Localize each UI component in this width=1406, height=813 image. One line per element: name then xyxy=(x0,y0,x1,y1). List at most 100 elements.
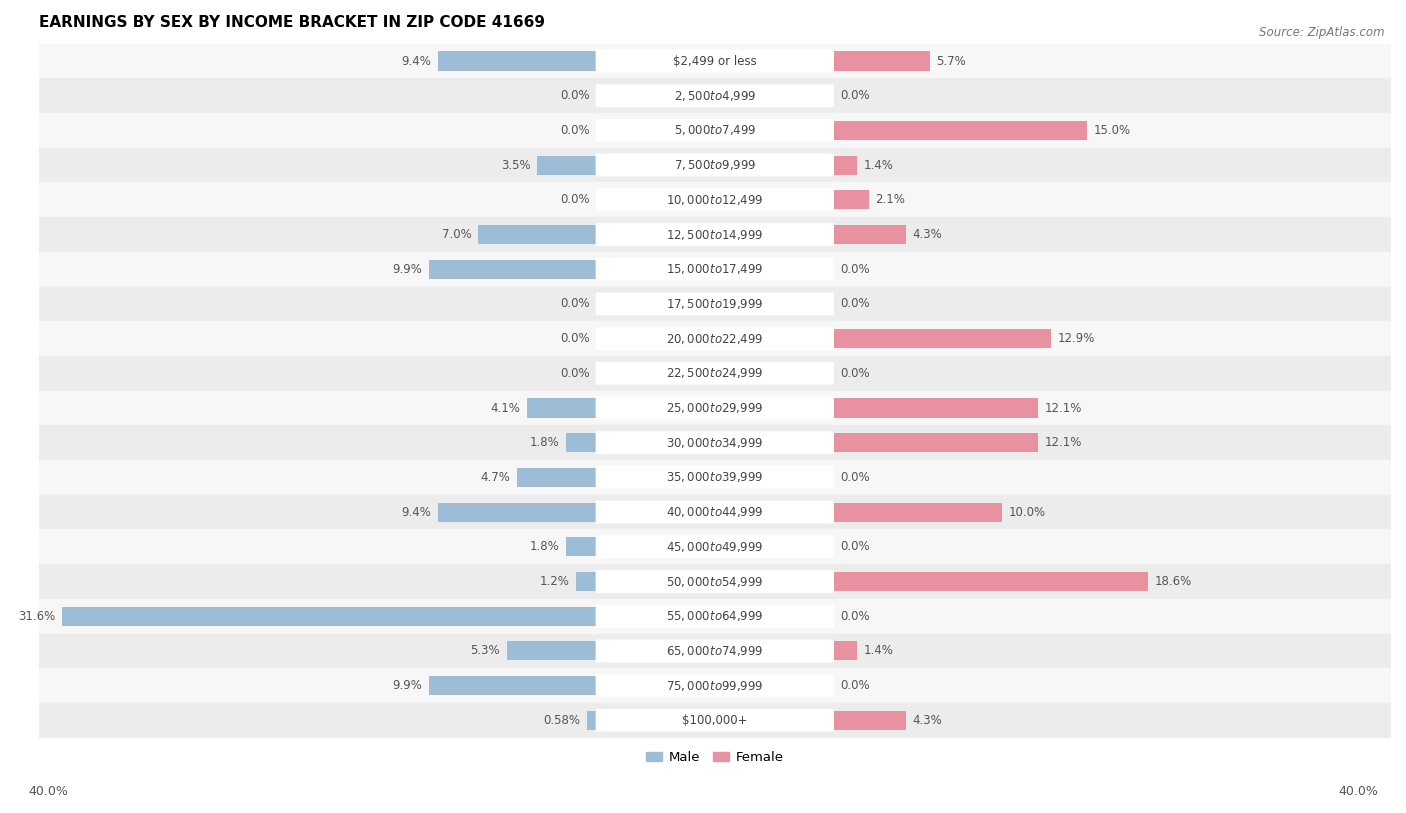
FancyBboxPatch shape xyxy=(596,466,834,489)
Text: $15,000 to $17,499: $15,000 to $17,499 xyxy=(666,263,763,276)
Text: 9.9%: 9.9% xyxy=(392,679,422,692)
Bar xyxy=(834,572,1147,591)
Text: 18.6%: 18.6% xyxy=(1154,575,1192,588)
Bar xyxy=(38,460,1391,495)
Text: $10,000 to $12,499: $10,000 to $12,499 xyxy=(666,193,763,207)
Text: $40,000 to $44,999: $40,000 to $44,999 xyxy=(666,505,763,520)
Bar xyxy=(38,44,1391,78)
Text: 0.0%: 0.0% xyxy=(839,89,869,102)
Bar xyxy=(586,711,596,730)
Text: 0.0%: 0.0% xyxy=(839,471,869,484)
Text: $75,000 to $99,999: $75,000 to $99,999 xyxy=(666,679,763,693)
Bar xyxy=(834,121,1087,140)
Text: 0.0%: 0.0% xyxy=(839,541,869,554)
FancyBboxPatch shape xyxy=(596,258,834,280)
Bar xyxy=(834,433,1038,452)
FancyBboxPatch shape xyxy=(596,223,834,246)
Bar xyxy=(834,155,856,175)
Bar xyxy=(62,606,596,626)
FancyBboxPatch shape xyxy=(596,605,834,628)
Bar xyxy=(38,633,1391,668)
Text: $65,000 to $74,999: $65,000 to $74,999 xyxy=(666,644,763,658)
Text: 2.1%: 2.1% xyxy=(876,193,905,207)
Bar xyxy=(38,217,1391,252)
Text: $22,500 to $24,999: $22,500 to $24,999 xyxy=(666,367,763,380)
Text: 0.58%: 0.58% xyxy=(543,714,579,727)
Text: 3.5%: 3.5% xyxy=(501,159,530,172)
FancyBboxPatch shape xyxy=(596,189,834,211)
FancyBboxPatch shape xyxy=(596,293,834,315)
Text: 12.1%: 12.1% xyxy=(1045,402,1081,415)
Text: 0.0%: 0.0% xyxy=(839,367,869,380)
Bar xyxy=(38,391,1391,425)
Text: $7,500 to $9,999: $7,500 to $9,999 xyxy=(673,158,756,172)
Bar xyxy=(38,703,1391,737)
Text: 0.0%: 0.0% xyxy=(839,298,869,311)
Text: 10.0%: 10.0% xyxy=(1010,506,1046,519)
Text: 0.0%: 0.0% xyxy=(839,679,869,692)
Text: 31.6%: 31.6% xyxy=(18,610,55,623)
Text: $12,500 to $14,999: $12,500 to $14,999 xyxy=(666,228,763,241)
Text: $100,000+: $100,000+ xyxy=(682,714,748,727)
Text: 1.2%: 1.2% xyxy=(540,575,569,588)
Text: 4.1%: 4.1% xyxy=(491,402,520,415)
Bar xyxy=(834,502,1002,522)
Bar xyxy=(537,155,596,175)
FancyBboxPatch shape xyxy=(596,362,834,385)
Text: $25,000 to $29,999: $25,000 to $29,999 xyxy=(666,401,763,415)
Bar xyxy=(38,599,1391,633)
Text: $30,000 to $34,999: $30,000 to $34,999 xyxy=(666,436,763,450)
Text: 0.0%: 0.0% xyxy=(839,610,869,623)
Bar xyxy=(38,529,1391,564)
Bar xyxy=(834,329,1052,348)
Text: 9.9%: 9.9% xyxy=(392,263,422,276)
FancyBboxPatch shape xyxy=(596,119,834,141)
FancyBboxPatch shape xyxy=(596,50,834,72)
Text: 1.8%: 1.8% xyxy=(530,437,560,450)
Bar xyxy=(834,641,856,660)
Text: 40.0%: 40.0% xyxy=(1339,785,1378,798)
Bar xyxy=(508,641,596,660)
Text: $2,499 or less: $2,499 or less xyxy=(673,54,756,67)
Text: 0.0%: 0.0% xyxy=(560,89,589,102)
Bar xyxy=(38,286,1391,321)
FancyBboxPatch shape xyxy=(596,85,834,107)
Text: 1.4%: 1.4% xyxy=(863,159,893,172)
Text: 5.3%: 5.3% xyxy=(471,645,501,658)
Bar xyxy=(38,78,1391,113)
Bar xyxy=(576,572,596,591)
Text: 1.4%: 1.4% xyxy=(863,645,893,658)
Legend: Male, Female: Male, Female xyxy=(641,746,789,769)
Text: $2,500 to $4,999: $2,500 to $4,999 xyxy=(673,89,756,102)
FancyBboxPatch shape xyxy=(596,501,834,524)
Text: $5,000 to $7,499: $5,000 to $7,499 xyxy=(673,124,756,137)
Bar xyxy=(38,148,1391,182)
Text: 9.4%: 9.4% xyxy=(401,54,430,67)
FancyBboxPatch shape xyxy=(596,154,834,176)
Bar xyxy=(834,398,1038,418)
Text: 0.0%: 0.0% xyxy=(560,298,589,311)
Bar xyxy=(429,676,596,695)
Bar xyxy=(567,537,596,556)
Text: $35,000 to $39,999: $35,000 to $39,999 xyxy=(666,471,763,485)
Text: $17,500 to $19,999: $17,500 to $19,999 xyxy=(666,297,763,311)
Bar xyxy=(38,252,1391,286)
Bar xyxy=(834,190,869,210)
Text: $55,000 to $64,999: $55,000 to $64,999 xyxy=(666,609,763,624)
FancyBboxPatch shape xyxy=(596,570,834,593)
Bar xyxy=(834,51,929,71)
Bar xyxy=(38,182,1391,217)
Bar xyxy=(834,711,905,730)
Text: $50,000 to $54,999: $50,000 to $54,999 xyxy=(666,575,763,589)
Text: 40.0%: 40.0% xyxy=(28,785,67,798)
Text: $20,000 to $22,499: $20,000 to $22,499 xyxy=(666,332,763,346)
Bar xyxy=(38,356,1391,391)
Text: 7.0%: 7.0% xyxy=(441,228,471,241)
Text: 15.0%: 15.0% xyxy=(1094,124,1130,137)
Bar xyxy=(517,467,596,487)
Bar xyxy=(527,398,596,418)
FancyBboxPatch shape xyxy=(596,709,834,732)
Bar xyxy=(38,113,1391,148)
FancyBboxPatch shape xyxy=(596,535,834,559)
Bar xyxy=(478,225,596,244)
